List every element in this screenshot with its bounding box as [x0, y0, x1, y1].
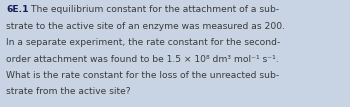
Text: strate from the active site?: strate from the active site? — [6, 88, 131, 97]
Text: order attachment was found to be 1.5 × 10⁸ dm³ mol⁻¹ s⁻¹.: order attachment was found to be 1.5 × 1… — [6, 54, 279, 63]
Text: strate to the active site of an enzyme was measured as 200.: strate to the active site of an enzyme w… — [6, 22, 285, 30]
Text: What is the rate constant for the loss of the unreacted sub-: What is the rate constant for the loss o… — [6, 71, 279, 80]
Text: In a separate experiment, the rate constant for the second-: In a separate experiment, the rate const… — [6, 38, 280, 47]
Text: 6E.1: 6E.1 — [6, 5, 28, 14]
Text: The equilibrium constant for the attachment of a sub-: The equilibrium constant for the attachm… — [28, 5, 279, 14]
